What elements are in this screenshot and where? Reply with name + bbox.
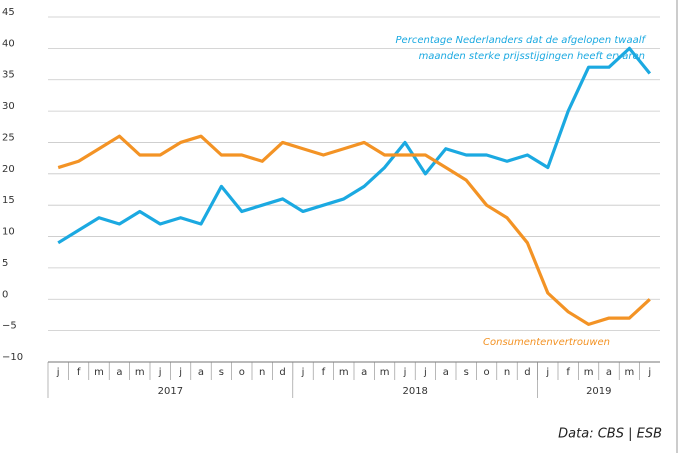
y-tick-label: 25 (2, 132, 15, 143)
x-tick-label: j (158, 367, 162, 378)
x-tick-label: m (135, 367, 145, 378)
y-tick-label: 35 (2, 70, 15, 81)
x-tick-label: o (484, 367, 490, 378)
x-tick-label: j (403, 367, 407, 378)
x-tick-label: j (423, 367, 427, 378)
x-tick-label: s (464, 367, 469, 378)
group-label: 2017 (158, 386, 183, 397)
x-tick-label: j (647, 367, 651, 378)
x-tick-label: j (301, 367, 305, 378)
x-tick-label: j (545, 367, 549, 378)
y-tick-label: 30 (2, 101, 15, 112)
annotation: Consumentenvertrouwen (483, 337, 610, 348)
x-tick-label: a (116, 367, 122, 378)
x-tick-label: a (198, 367, 204, 378)
x-tick-label: m (625, 367, 635, 378)
x-tick-label: f (77, 367, 81, 378)
x-tick-label: d (279, 367, 285, 378)
x-tick-label: s (219, 367, 224, 378)
y-tick-label: 45 (2, 7, 15, 18)
x-tick-label: f (566, 367, 570, 378)
x-tick-label: a (361, 367, 367, 378)
series-line (57, 46, 652, 245)
y-tick-label: 0 (2, 289, 8, 300)
x-tick-label: a (606, 367, 612, 378)
y-tick-label: −5 (2, 321, 17, 332)
y-tick-label: 40 (2, 38, 15, 49)
series-line (57, 134, 651, 326)
y-tick-label: 20 (2, 164, 15, 175)
annotation: maanden sterke prijsstijgingen heeft erv… (419, 51, 645, 62)
y-tick-label: 10 (2, 227, 15, 238)
group-label: 2018 (402, 386, 427, 397)
y-tick-label: 15 (2, 195, 15, 206)
x-tick-label: o (239, 367, 245, 378)
source: Data: CBS | ESB (558, 427, 662, 442)
x-tick-label: m (339, 367, 349, 378)
annotation: Percentage Nederlanders dat de afgelopen… (396, 35, 647, 46)
x-tick-label: n (259, 367, 265, 378)
x-tick-label: m (380, 367, 390, 378)
y-tick-label: −10 (2, 352, 23, 363)
x-tick-label: m (584, 367, 594, 378)
x-tick-label: n (504, 367, 510, 378)
x-tick-label: a (443, 367, 449, 378)
x-tick-label: j (56, 367, 60, 378)
x-tick-label: m (94, 367, 104, 378)
y-tick-label: 5 (2, 258, 8, 269)
x-tick-label: d (524, 367, 530, 378)
group-label: 2019 (586, 386, 611, 397)
x-tick-label: f (322, 367, 326, 378)
x-tick-label: j (178, 367, 182, 378)
